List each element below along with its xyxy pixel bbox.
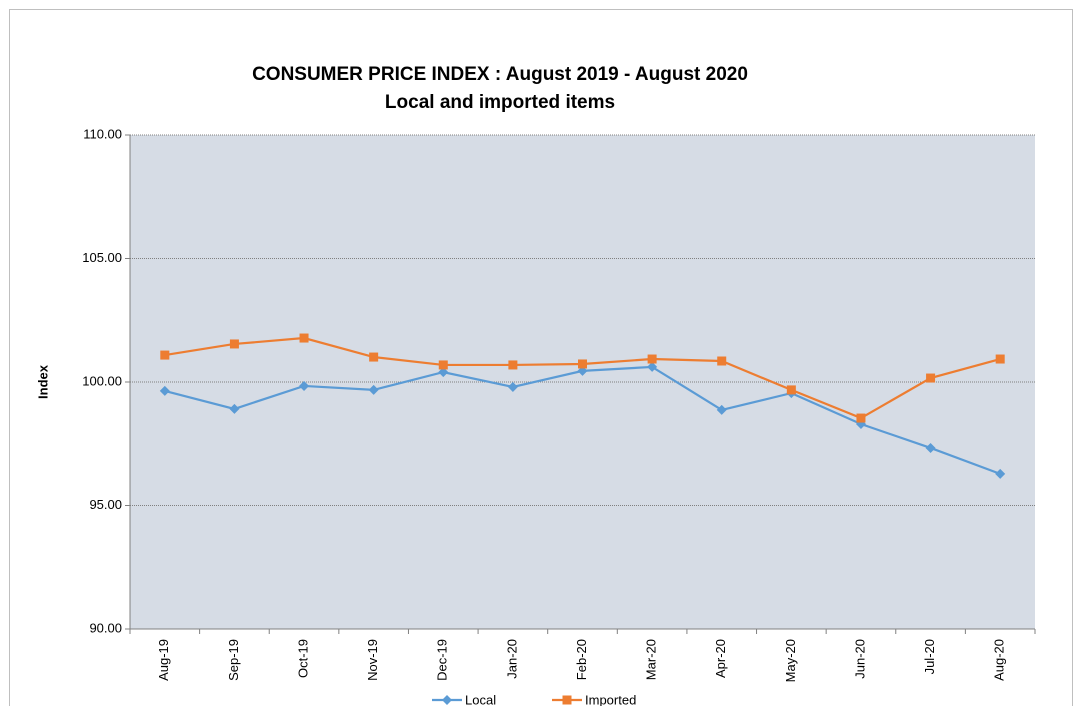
marker — [716, 404, 727, 415]
y-axis-label: Index — [35, 364, 50, 399]
marker — [442, 695, 452, 705]
y-tick-label: 100.00 — [82, 373, 122, 388]
marker — [995, 354, 1005, 364]
marker — [368, 384, 379, 395]
marker — [438, 360, 448, 370]
y-tick-label: 95.00 — [89, 497, 122, 512]
x-tick-label: Apr-20 — [713, 639, 728, 678]
x-tick-label: Sep-19 — [226, 639, 241, 681]
marker — [562, 695, 572, 705]
marker — [925, 442, 936, 453]
legend-label: Imported — [585, 692, 636, 706]
marker — [160, 350, 170, 360]
x-tick-label: Aug-20 — [992, 639, 1007, 681]
marker — [229, 339, 239, 349]
chart-subtitle: Local and imported items — [385, 92, 615, 113]
marker — [229, 403, 240, 414]
marker — [578, 359, 587, 369]
legend-label: Local — [465, 692, 496, 706]
marker — [647, 354, 657, 364]
marker — [159, 385, 170, 396]
marker — [508, 360, 518, 370]
marker — [299, 380, 310, 391]
marker — [856, 413, 866, 423]
x-tick-label: Aug-19 — [156, 639, 171, 681]
x-tick-label: Oct-19 — [295, 639, 310, 678]
x-tick-label: Nov-19 — [365, 639, 380, 681]
marker — [647, 361, 658, 372]
y-tick-label: 90.00 — [89, 620, 122, 635]
marker — [786, 385, 796, 395]
x-tick-label: Jul-20 — [922, 639, 937, 674]
x-tick-label: May-20 — [783, 639, 798, 682]
marker — [438, 367, 449, 378]
marker — [507, 381, 518, 392]
y-tick-label: 105.00 — [82, 250, 122, 265]
chart-title: CONSUMER PRICE INDEX : August 2019 - Aug… — [252, 64, 748, 85]
marker — [995, 468, 1006, 479]
x-tick-label: Jan-20 — [504, 639, 519, 679]
x-tick-label: Dec-19 — [435, 639, 450, 681]
x-tick-label: Jun-20 — [852, 639, 867, 679]
marker — [369, 352, 379, 362]
x-tick-label: Mar-20 — [644, 639, 659, 680]
marker — [926, 373, 936, 383]
marker — [299, 333, 309, 343]
y-tick-label: 110.00 — [83, 126, 122, 141]
x-tick-label: Feb-20 — [574, 639, 589, 680]
marker — [717, 356, 727, 366]
